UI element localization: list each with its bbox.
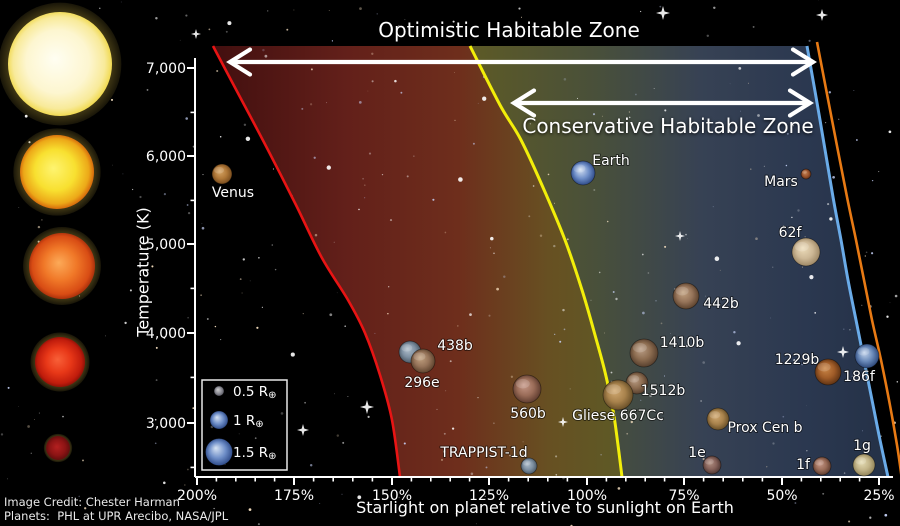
y-tick-label: 7,000 — [146, 61, 186, 77]
x-tick-label: 150% — [372, 488, 412, 504]
y-tick-label: 6,000 — [146, 149, 186, 165]
x-tick-label: 200% — [177, 488, 217, 504]
planet-label-kepler-442b: 442b — [703, 296, 739, 312]
planet-kepler-186f — [854, 343, 880, 369]
planet-mars — [800, 168, 812, 180]
planet-label-kepler-1229b: 1229b — [775, 352, 820, 368]
yellow-boundary-curve — [468, 45, 624, 478]
planet-label-kepler-296e: 296e — [404, 375, 439, 391]
legend-label: 0.5 R⊕ — [233, 384, 277, 401]
host-star-f-star-white — [0, 2, 122, 126]
optimistic-zone-title: Optimistic Habitable Zone — [378, 18, 640, 42]
sparkle-star-icon — [837, 346, 849, 358]
host-star-late-m-star — [43, 433, 73, 463]
planet-earth — [570, 160, 596, 186]
conservative-zone-title: Conservative Habitable Zone — [522, 114, 814, 138]
planet-trappist-1g — [852, 453, 876, 477]
planet-label-trappist-1f: 1f — [796, 457, 811, 473]
y-tick-label: 5,000 — [146, 237, 186, 253]
x-tick-label: 100% — [567, 488, 607, 504]
planet-venus — [211, 163, 233, 185]
planet-kepler-442b — [672, 282, 700, 310]
red-boundary-curve — [211, 45, 402, 478]
sparkle-star-icon — [297, 424, 309, 436]
axes — [187, 58, 893, 485]
sparkle-star-icon — [675, 231, 685, 241]
sparkle-star-icon — [558, 417, 568, 427]
planet-label-kepler-438b: 438b — [437, 338, 473, 354]
planet-trappist-1e — [702, 455, 722, 475]
image-credit-line-1: Image Credit: Chester Harman — [4, 495, 180, 509]
planet-label-trappist-1e: 1e — [688, 445, 706, 461]
x-tick-label: 50% — [766, 488, 797, 504]
x-tick-label: 175% — [274, 488, 314, 504]
host-star-k-star-orange — [23, 227, 101, 305]
x-tick-label: 125% — [469, 488, 509, 504]
planet-kepler-296e — [410, 348, 436, 374]
x-axis-label: Starlight on planet relative to sunlight… — [356, 498, 734, 517]
planet-label-earth: Earth — [592, 153, 630, 169]
x-tick-label: 25% — [863, 488, 894, 504]
sparkle-star-icon — [191, 29, 201, 39]
legend-label: 1 R⊕ — [233, 413, 264, 430]
legend-label: 1.5 R⊕ — [233, 445, 277, 462]
y-tick-label: 3,000 — [146, 416, 186, 432]
planet-kepler-1410b — [629, 338, 659, 368]
planet-label-kepler-186f: 186f — [843, 369, 876, 385]
planet-label-trappist-1g: 1g — [853, 438, 871, 454]
image-credit-line-2: Planets: PHL at UPR Arecibo, NASA/JPL — [4, 509, 229, 523]
planet-label-proxima-cen-b: Prox Cen b — [727, 420, 802, 436]
planet-trappist-1f — [812, 456, 832, 476]
optimistic-zone-region — [213, 46, 622, 477]
sparkle-star-icon — [360, 400, 374, 414]
y-tick-label: 4,000 — [146, 326, 186, 342]
planet-label-kepler-1410b: 1410b — [660, 335, 705, 351]
host-star-g-star-yellow — [13, 128, 101, 216]
sparkle-star-icon — [816, 9, 828, 21]
conservative-zone-region — [470, 46, 888, 477]
planet-label-mars: Mars — [764, 174, 798, 190]
conservative-zone-arrow — [510, 88, 814, 118]
size-legend: 0.5 R⊕ 1 R⊕ 1.5 R⊕ — [201, 379, 288, 471]
planet-label-trappist-1d: TRAPPIST-1d — [439, 445, 527, 461]
planet-gliese-667cc — [602, 379, 634, 411]
optimistic-zone-arrow — [226, 47, 817, 77]
planet-kepler-62f — [791, 237, 821, 267]
planet-label-venus: Venus — [212, 185, 254, 201]
planet-label-kepler-1512b: 1512b — [641, 383, 686, 399]
planet-label-gliese-667cc: Gliese 667Cc — [572, 408, 664, 424]
planet-label-kepler-62f: 62f — [779, 225, 803, 241]
sparkle-star-icon — [656, 6, 670, 20]
x-tick-label: 75% — [668, 488, 699, 504]
orange-boundary-curve — [815, 41, 900, 475]
planet-kepler-1229b — [814, 358, 842, 386]
planet-trappist-1d — [520, 457, 538, 475]
planet-kepler-560b — [512, 374, 542, 404]
planet-proxima-cen-b — [706, 407, 730, 431]
y-axis-label: Temperature (K) — [133, 207, 153, 337]
planet-label-kepler-560b: 560b — [510, 406, 546, 422]
blue-boundary-curve — [805, 45, 890, 478]
host-star-m-star-red — [30, 332, 90, 392]
